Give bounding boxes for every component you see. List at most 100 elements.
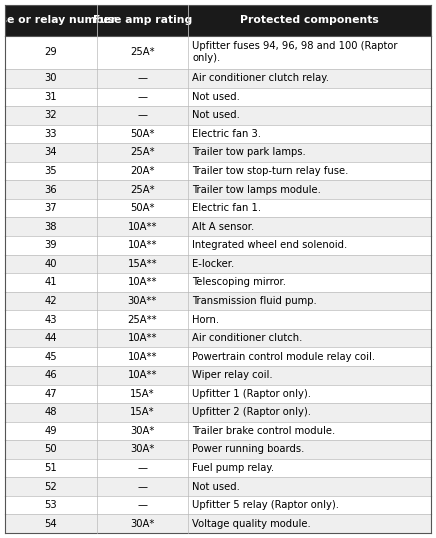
Text: Fuse amp rating: Fuse amp rating [93,16,192,25]
Text: 32: 32 [44,110,57,121]
Text: 25A*: 25A* [130,185,155,195]
Text: 25A*: 25A* [130,47,155,58]
Text: 52: 52 [44,482,57,492]
Text: 54: 54 [44,519,57,529]
Text: Air conditioner clutch.: Air conditioner clutch. [192,333,303,343]
Text: Alt A sensor.: Alt A sensor. [192,222,255,232]
Bar [5,329,431,348]
Text: 10A**: 10A** [128,278,157,287]
Text: E-locker.: E-locker. [192,259,235,269]
Bar [5,403,431,422]
Bar [5,459,431,477]
Text: 31: 31 [44,92,57,102]
Text: Not used.: Not used. [192,482,240,492]
Text: Electric fan 1.: Electric fan 1. [192,203,261,213]
Text: 15A**: 15A** [128,259,157,269]
Text: 15A*: 15A* [130,389,155,399]
Text: 43: 43 [44,315,57,324]
Text: 38: 38 [44,222,57,232]
Bar [5,310,431,329]
Bar [5,422,431,440]
Text: 10A**: 10A** [128,370,157,380]
Bar [5,5,431,36]
Text: 30: 30 [44,73,57,83]
Text: Horn.: Horn. [192,315,219,324]
Text: Upfitter 2 (Raptor only).: Upfitter 2 (Raptor only). [192,407,311,417]
Text: 50A*: 50A* [130,129,155,139]
Bar [5,217,431,236]
Bar [5,180,431,199]
Text: 25A**: 25A** [128,315,157,324]
Text: —: — [137,463,147,473]
Text: Protected components: Protected components [240,16,379,25]
Text: 30A**: 30A** [128,296,157,306]
Text: 39: 39 [44,240,57,250]
Text: Fuel pump relay.: Fuel pump relay. [192,463,274,473]
Bar [5,254,431,273]
Text: Transmission fluid pump.: Transmission fluid pump. [192,296,317,306]
Bar [5,292,431,310]
Text: 20A*: 20A* [130,166,155,176]
Text: 46: 46 [44,370,57,380]
Text: 50: 50 [44,444,57,455]
Text: —: — [137,110,147,121]
Text: 47: 47 [44,389,57,399]
Text: 45: 45 [44,352,57,362]
Text: Upfitter 5 relay (Raptor only).: Upfitter 5 relay (Raptor only). [192,500,339,510]
Text: 44: 44 [44,333,57,343]
Text: 34: 34 [44,147,57,158]
Text: Trailer tow stop-turn relay fuse.: Trailer tow stop-turn relay fuse. [192,166,348,176]
Text: 53: 53 [44,500,57,510]
Text: 33: 33 [44,129,57,139]
Text: 50A*: 50A* [130,203,155,213]
Bar [5,106,431,125]
Text: —: — [137,500,147,510]
Text: —: — [137,92,147,102]
Text: 35: 35 [44,166,57,176]
Bar [5,385,431,403]
Text: Electric fan 3.: Electric fan 3. [192,129,261,139]
Text: 42: 42 [44,296,57,306]
Text: 36: 36 [44,185,57,195]
Text: 41: 41 [44,278,57,287]
Text: 10A**: 10A** [128,352,157,362]
Text: —: — [137,482,147,492]
Bar [5,366,431,385]
Bar [5,477,431,496]
Text: Fuse or relay number: Fuse or relay number [0,16,116,25]
Text: Trailer tow lamps module.: Trailer tow lamps module. [192,185,321,195]
Text: 10A**: 10A** [128,333,157,343]
Text: 30A*: 30A* [130,444,155,455]
Text: Integrated wheel end solenoid.: Integrated wheel end solenoid. [192,240,347,250]
Text: Not used.: Not used. [192,92,240,102]
Bar [5,199,431,217]
Bar [5,273,431,292]
Bar [5,69,431,88]
Text: 15A*: 15A* [130,407,155,417]
Text: Air conditioner clutch relay.: Air conditioner clutch relay. [192,73,329,83]
Bar [5,36,431,69]
Text: 40: 40 [44,259,57,269]
Text: Voltage quality module.: Voltage quality module. [192,519,311,529]
Text: 29: 29 [44,47,57,58]
Bar [5,348,431,366]
Bar [5,143,431,162]
Bar [5,162,431,180]
Text: 48: 48 [44,407,57,417]
Text: 49: 49 [44,426,57,436]
Bar [5,496,431,514]
Bar [5,440,431,459]
Text: Trailer tow park lamps.: Trailer tow park lamps. [192,147,306,158]
Text: 30A*: 30A* [130,426,155,436]
Text: —: — [137,73,147,83]
Text: Not used.: Not used. [192,110,240,121]
Bar [5,88,431,106]
Text: 10A**: 10A** [128,240,157,250]
Bar [5,125,431,143]
Text: Wiper relay coil.: Wiper relay coil. [192,370,273,380]
Text: Powertrain control module relay coil.: Powertrain control module relay coil. [192,352,375,362]
Text: 37: 37 [44,203,57,213]
Text: Upfitter fuses 94, 96, 98 and 100 (Raptor
only).: Upfitter fuses 94, 96, 98 and 100 (Rapto… [192,41,398,63]
Text: 51: 51 [44,463,57,473]
Text: Trailer brake control module.: Trailer brake control module. [192,426,335,436]
